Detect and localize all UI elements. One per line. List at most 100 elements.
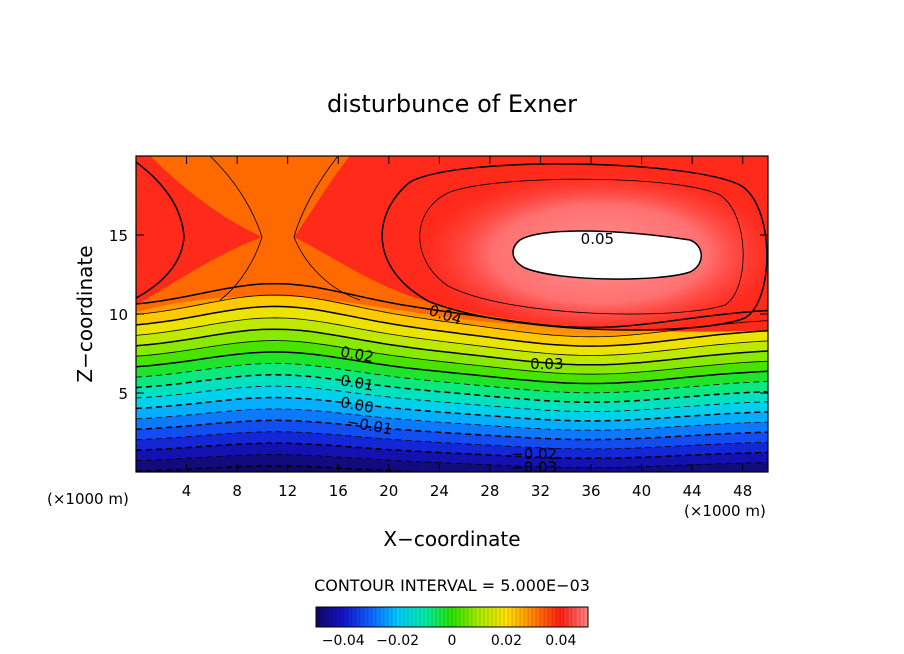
x-tick-label: 40 (632, 482, 651, 500)
colorbar-cell (352, 607, 357, 627)
x-tick-label: 4 (182, 482, 192, 500)
colorbar-cell (512, 607, 517, 627)
colorbar-cell (336, 607, 341, 627)
colorbar-cell (540, 607, 545, 627)
colorbar-cell (520, 607, 525, 627)
colorbar-cell (452, 607, 457, 627)
colorbar-cell (464, 607, 469, 627)
contour-cross-left (136, 161, 185, 299)
colorbar-cell (568, 607, 573, 627)
colorbar-cell (532, 607, 537, 627)
colorbar-tick-label: 0 (448, 633, 457, 649)
contour-lines (136, 282, 768, 472)
colorbar-tick-label: −0.02 (376, 633, 419, 649)
contour-cross-b (293, 156, 361, 301)
contour-pink-outer (381, 163, 768, 331)
colorbar-cell (492, 607, 497, 627)
colorbar-cell (324, 607, 329, 627)
y-tick-label: 5 (118, 385, 128, 403)
y-tick-label: 10 (109, 306, 128, 324)
colorbar-cell (580, 607, 585, 627)
colorbar-cell (392, 607, 397, 627)
colorbar-cell (368, 607, 373, 627)
contour-label: −0.03 (511, 458, 557, 476)
contour-line (136, 396, 768, 422)
colorbar-cell (496, 607, 501, 627)
colorbar-cell (448, 607, 453, 627)
contour-line (136, 282, 768, 329)
region-white-max (512, 230, 702, 280)
colorbar-cell (468, 607, 473, 627)
colorbar-cell (476, 607, 481, 627)
region-left-red (136, 156, 196, 320)
contour-line (136, 454, 768, 468)
colorbar-cell (400, 607, 405, 627)
x-unit-right: (×1000 m) (684, 502, 766, 520)
colorbar-cell (384, 607, 389, 627)
colorbar-cell (340, 607, 345, 627)
colorbar-cell (484, 607, 489, 627)
contour-label: 0.05 (581, 230, 614, 248)
contour-line (136, 431, 768, 450)
colorbar-cell (328, 607, 333, 627)
colorbar-cell (564, 607, 569, 627)
colorbar-cell (584, 607, 589, 627)
colorbar-cell (408, 607, 413, 627)
colorbar-cell (460, 607, 465, 627)
x-tick-label: 20 (379, 482, 398, 500)
contour-field (136, 156, 768, 472)
colorbar-cell (440, 607, 445, 627)
contour-line (136, 328, 768, 366)
contour-interval-text: CONTOUR INTERVAL = 5.000E−03 (314, 576, 590, 595)
contour-line (136, 340, 768, 375)
x-tick-label: 36 (581, 482, 600, 500)
colorbar-tick-label: 0.02 (491, 633, 522, 649)
colorbar-cell (576, 607, 581, 627)
x-tick-label: 44 (683, 482, 702, 500)
colorbar-cell (552, 607, 557, 627)
colorbar-cell (356, 607, 361, 627)
colorbar-labels: −0.04 −0.02 0 0.02 0.04 (322, 633, 577, 649)
colorbar-cell (480, 607, 485, 627)
contour-label: 0.01 (339, 371, 375, 395)
x-axis-ticks: 4 8 12 16 20 24 28 32 36 40 44 48 (182, 156, 752, 500)
x-tick-label: 32 (531, 482, 550, 500)
colorbar-cell (420, 607, 425, 627)
color-band (136, 465, 768, 472)
colorbar-cell (404, 607, 409, 627)
contour-line (136, 442, 768, 460)
contour-line (136, 385, 768, 413)
colorbar-cell (332, 607, 337, 627)
contour-line (136, 373, 768, 403)
colorbar-cell (416, 607, 421, 627)
contour-label: 0.02 (339, 343, 375, 367)
colorbar-cell (360, 607, 365, 627)
colorbar-cell (472, 607, 477, 627)
colorbar-cell (316, 607, 321, 627)
contour-line (136, 294, 768, 338)
x-unit-left: (×1000 m) (47, 490, 129, 508)
colorbar-cell (524, 607, 529, 627)
y-axis-ticks: 5 10 15 (109, 227, 768, 403)
contour-line (136, 305, 768, 347)
colorbar-cell (388, 607, 393, 627)
colorbar-cell (396, 607, 401, 627)
colorbar-cell (548, 607, 553, 627)
colorbar-cell (500, 607, 505, 627)
colorbar-cell (560, 607, 565, 627)
colorbar-cell (344, 607, 349, 627)
x-tick-label: 12 (278, 482, 297, 500)
colorbar-cell (444, 607, 449, 627)
x-axis-label: X−coordinate (383, 527, 520, 551)
colorbar-cell (504, 607, 509, 627)
contour-label: −0.02 (511, 445, 557, 463)
contour-cross-a (209, 156, 263, 301)
contour-line (136, 351, 768, 385)
colorbar-cell (536, 607, 541, 627)
colorbar-tick-label: −0.04 (322, 633, 365, 649)
colorbar-cell (488, 607, 493, 627)
colorbar-cell (556, 607, 561, 627)
colorbar-cell (508, 607, 513, 627)
chart-title: disturbunce of Exner (327, 90, 577, 118)
